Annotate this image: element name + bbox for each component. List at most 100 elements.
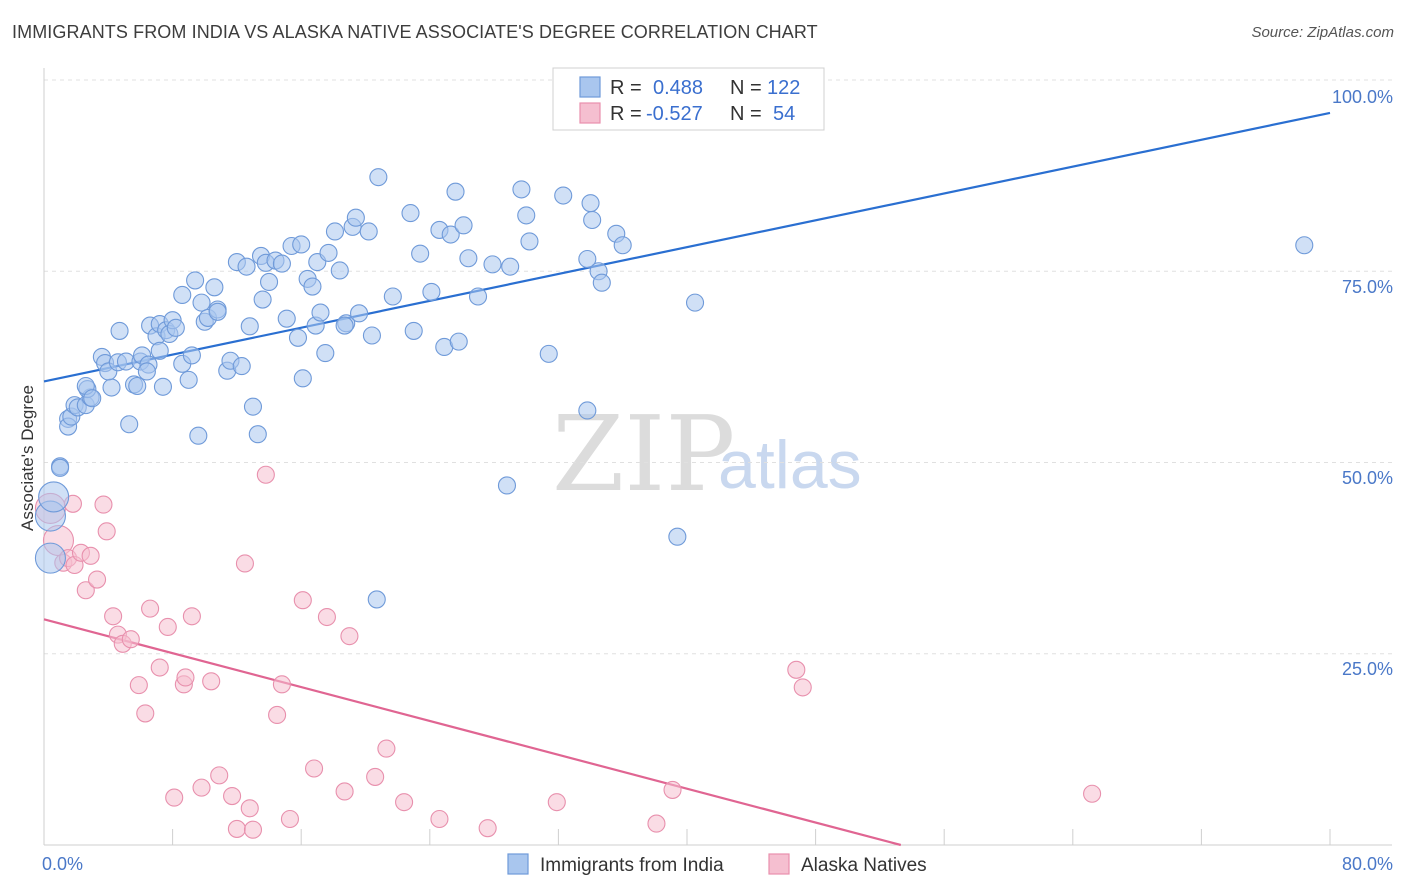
- legend-r-value: -0.527: [646, 103, 703, 125]
- legend-r-label: R =: [610, 77, 642, 99]
- data-point: [483, 255, 502, 274]
- chart-title: IMMIGRANTS FROM INDIA VS ALASKA NATIVE A…: [12, 22, 818, 42]
- legend-swatch-alaska: [768, 853, 790, 875]
- data-point: [240, 799, 259, 818]
- y-tick-label: 25.0%: [1342, 659, 1393, 679]
- data-point: [647, 814, 666, 833]
- data-point: [129, 676, 148, 695]
- data-point: [335, 316, 354, 335]
- data-point: [280, 809, 299, 829]
- data-point: [359, 222, 378, 241]
- data-point: [76, 581, 95, 600]
- y-tick-label: 100.0%: [1332, 87, 1393, 107]
- data-point: [240, 317, 259, 336]
- data-point: [330, 261, 349, 280]
- data-point: [179, 370, 198, 389]
- data-point: [454, 216, 473, 235]
- data-point: [192, 778, 211, 797]
- data-point: [243, 820, 263, 839]
- data-point: [176, 668, 195, 687]
- data-point: [248, 425, 267, 444]
- data-point: [512, 180, 531, 199]
- data-point: [110, 321, 129, 340]
- data-point: [165, 788, 184, 807]
- y-axis-label: Associate's Degree: [18, 385, 37, 531]
- data-point: [120, 415, 139, 434]
- data-point: [592, 273, 611, 292]
- data-point: [189, 426, 208, 445]
- data-point: [292, 235, 311, 254]
- data-point: [186, 271, 205, 290]
- data-point: [137, 362, 156, 381]
- trend-line: [43, 111, 1331, 383]
- data-point: [346, 208, 365, 227]
- data-point: [401, 204, 420, 223]
- data-point: [256, 465, 275, 484]
- data-point: [581, 194, 600, 213]
- data-point: [97, 522, 116, 541]
- data-point: [340, 627, 359, 646]
- data-point: [441, 225, 460, 244]
- data-point: [411, 244, 430, 263]
- data-point: [235, 554, 254, 573]
- legend-r-value: 0.488: [653, 77, 703, 99]
- data-point: [520, 232, 539, 251]
- data-point: [182, 607, 201, 626]
- series-alaska-natives: [34, 465, 1102, 839]
- data-point: [311, 303, 330, 322]
- data-point: [305, 759, 324, 778]
- legend-n-value: 54: [773, 103, 795, 125]
- data-point: [554, 186, 573, 205]
- y-tick-label: 75.0%: [1342, 277, 1393, 297]
- x-tick-label: 0.0%: [42, 854, 83, 874]
- data-point: [478, 819, 497, 838]
- data-point: [259, 272, 279, 292]
- legend-label-india: Immigrants from India: [540, 855, 724, 876]
- data-point: [34, 542, 66, 574]
- data-point: [232, 357, 251, 376]
- data-point: [253, 290, 272, 309]
- legend-label-alaska: Alaska Natives: [801, 855, 927, 876]
- data-point: [367, 590, 386, 609]
- data-point: [272, 675, 291, 694]
- data-point: [121, 630, 140, 649]
- data-point: [468, 287, 488, 306]
- data-point: [366, 767, 385, 786]
- data-point: [243, 397, 263, 416]
- data-point: [51, 458, 70, 477]
- data-point: [136, 704, 155, 723]
- data-point: [668, 527, 687, 546]
- data-point: [237, 257, 256, 276]
- data-point: [81, 546, 100, 565]
- data-point: [83, 389, 102, 408]
- data-point: [173, 285, 192, 305]
- data-point: [578, 401, 597, 420]
- data-point: [303, 277, 322, 296]
- series-immigrants-india: [34, 168, 1314, 609]
- data-point: [166, 318, 185, 337]
- data-point: [517, 206, 536, 225]
- data-point: [293, 369, 312, 388]
- x-tick-label: 80.0%: [1342, 854, 1393, 874]
- source-label: Source: ZipAtlas.com: [1251, 24, 1394, 41]
- data-point: [547, 793, 566, 812]
- data-point: [583, 210, 602, 230]
- data-point: [150, 658, 169, 677]
- y-tick-label: 50.0%: [1342, 468, 1393, 488]
- data-point: [335, 782, 354, 801]
- data-point: [208, 302, 227, 321]
- data-point: [793, 678, 812, 697]
- data-point: [317, 607, 336, 627]
- data-point: [205, 278, 224, 297]
- data-point: [501, 257, 520, 276]
- data-point: [404, 321, 423, 340]
- data-point: [578, 249, 597, 269]
- data-point: [102, 378, 121, 397]
- data-point: [272, 254, 291, 273]
- data-point: [1083, 784, 1102, 803]
- data-point: [446, 182, 465, 201]
- series-legend: Immigrants from India Alaska Natives: [507, 853, 927, 876]
- legend-swatch-blue: [579, 76, 601, 98]
- data-point: [94, 495, 113, 514]
